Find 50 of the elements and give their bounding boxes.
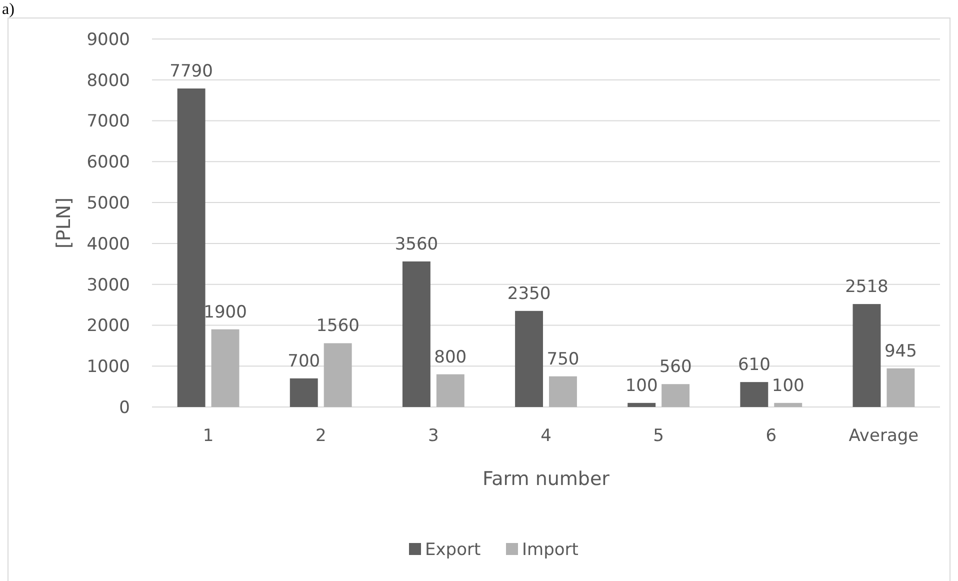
- bar: [886, 368, 915, 407]
- data-label: 100: [772, 376, 804, 396]
- y-tick-label: 7000: [86, 112, 130, 132]
- x-tick-label: 4: [540, 426, 552, 446]
- bar: [211, 329, 240, 407]
- x-tick-label: 5: [653, 426, 664, 446]
- legend-label: Export: [425, 540, 481, 560]
- bar: [740, 382, 768, 407]
- data-label: 1560: [316, 316, 360, 336]
- y-tick-label: 0: [119, 398, 130, 418]
- data-label: 3560: [394, 234, 438, 254]
- x-axis-title: Farm number: [482, 468, 610, 490]
- bar: [628, 402, 656, 407]
- x-tick-label: 1: [202, 426, 214, 446]
- data-label: 800: [434, 347, 467, 368]
- legend-label: Import: [522, 540, 579, 560]
- y-tick-label: 6000: [86, 152, 130, 173]
- data-label: 945: [884, 341, 917, 362]
- data-label: 2518: [845, 277, 888, 298]
- bar: [436, 374, 464, 407]
- y-axis-title: [PLN]: [53, 197, 75, 249]
- y-tick-label: 4000: [86, 234, 130, 254]
- data-label: 2350: [507, 284, 551, 304]
- bar: [852, 304, 881, 407]
- bar: [324, 343, 352, 407]
- y-tick-label: 1000: [86, 357, 130, 378]
- bar: [549, 376, 577, 407]
- bar: [774, 402, 802, 407]
- bar: [662, 384, 690, 407]
- data-label: 7790: [170, 61, 213, 82]
- data-label: 610: [738, 355, 770, 376]
- y-tick-label: 5000: [86, 194, 130, 214]
- data-label: 100: [625, 376, 658, 396]
- x-tick-label: 3: [428, 426, 439, 446]
- y-tick-label: 3000: [86, 275, 130, 296]
- x-tick-label: 6: [766, 426, 777, 446]
- bar: [515, 310, 543, 407]
- data-label: 560: [659, 357, 692, 378]
- data-label: 700: [288, 351, 320, 372]
- y-tick-label: 2000: [86, 316, 130, 336]
- bar: [290, 378, 318, 407]
- x-tick-label: Average: [848, 426, 919, 446]
- data-label: 750: [546, 349, 580, 370]
- x-tick-label: 2: [315, 426, 326, 446]
- bar: [402, 261, 430, 407]
- bar: [177, 88, 206, 407]
- data-label: 1900: [204, 302, 247, 322]
- y-tick-label: 9000: [86, 30, 130, 50]
- y-tick-label: 8000: [86, 70, 130, 91]
- text: a): [2, 1, 14, 18]
